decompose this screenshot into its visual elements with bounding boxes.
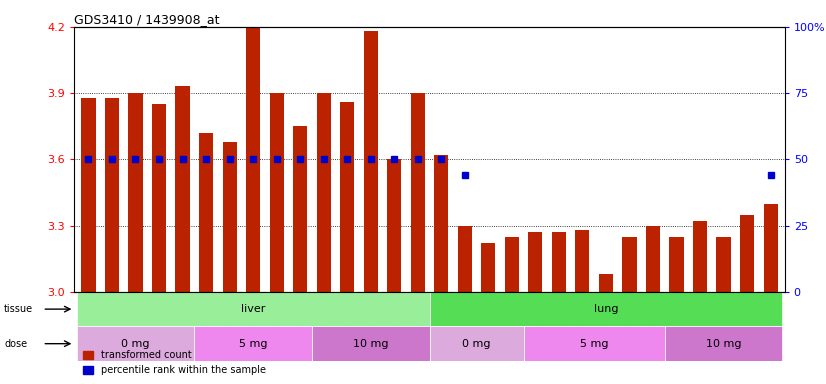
Bar bbox=[194, 326, 312, 361]
Bar bbox=[387, 159, 401, 292]
Bar bbox=[430, 292, 782, 326]
Text: 5 mg: 5 mg bbox=[580, 339, 609, 349]
Text: liver: liver bbox=[241, 304, 265, 314]
Bar bbox=[82, 98, 96, 292]
Bar bbox=[222, 142, 236, 292]
Bar bbox=[199, 133, 213, 292]
Bar bbox=[646, 226, 660, 292]
Bar bbox=[269, 93, 283, 292]
Bar bbox=[128, 93, 143, 292]
Text: 5 mg: 5 mg bbox=[239, 339, 268, 349]
Bar bbox=[77, 292, 430, 326]
Bar bbox=[77, 326, 194, 361]
Bar bbox=[669, 237, 684, 292]
Bar bbox=[293, 126, 307, 292]
Bar bbox=[246, 27, 260, 292]
Bar bbox=[576, 230, 590, 292]
Bar bbox=[434, 155, 449, 292]
Bar bbox=[105, 98, 119, 292]
Bar bbox=[599, 274, 613, 292]
Text: 0 mg: 0 mg bbox=[121, 339, 150, 349]
Text: 10 mg: 10 mg bbox=[353, 339, 388, 349]
Bar bbox=[340, 102, 354, 292]
Bar bbox=[458, 226, 472, 292]
Bar bbox=[312, 326, 430, 361]
Bar bbox=[665, 326, 782, 361]
Legend: transformed count, percentile rank within the sample: transformed count, percentile rank withi… bbox=[79, 346, 269, 379]
Bar bbox=[740, 215, 754, 292]
Bar bbox=[693, 221, 707, 292]
Bar bbox=[363, 31, 377, 292]
Text: lung: lung bbox=[594, 304, 618, 314]
Bar bbox=[430, 326, 524, 361]
Bar bbox=[411, 93, 425, 292]
Bar bbox=[175, 86, 190, 292]
Bar bbox=[152, 104, 166, 292]
Text: GDS3410 / 1439908_at: GDS3410 / 1439908_at bbox=[74, 13, 220, 26]
Bar bbox=[716, 237, 731, 292]
Text: 0 mg: 0 mg bbox=[463, 339, 491, 349]
Bar bbox=[505, 237, 519, 292]
Bar bbox=[529, 232, 543, 292]
Bar bbox=[524, 326, 665, 361]
Bar bbox=[316, 93, 330, 292]
Text: tissue: tissue bbox=[4, 304, 33, 314]
Text: dose: dose bbox=[4, 339, 27, 349]
Bar bbox=[623, 237, 637, 292]
Bar bbox=[763, 204, 777, 292]
Bar bbox=[552, 232, 566, 292]
Text: 10 mg: 10 mg bbox=[705, 339, 741, 349]
Bar bbox=[482, 243, 496, 292]
